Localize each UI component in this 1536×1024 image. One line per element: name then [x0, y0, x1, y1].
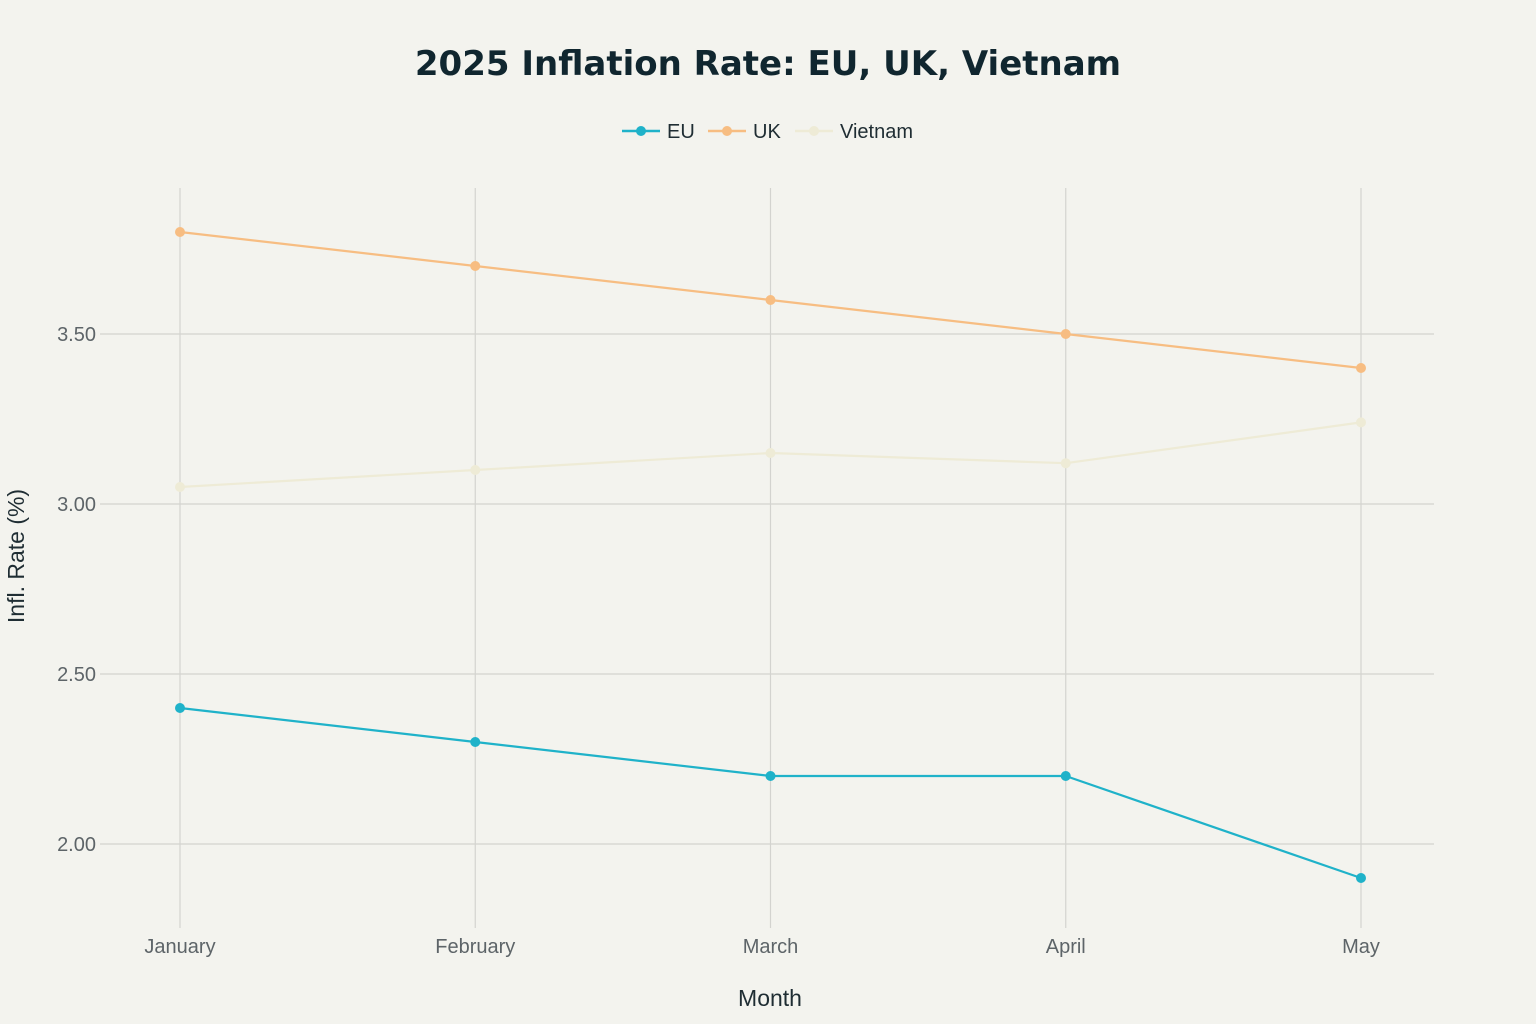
data-point-eu: [1356, 873, 1366, 883]
y-tick-label: 2.50: [57, 664, 96, 686]
y-tick-label: 2.00: [57, 834, 96, 856]
data-point-uk: [175, 227, 185, 237]
data-point-eu: [765, 771, 776, 781]
legend-marker-uk: [722, 126, 732, 136]
data-point-eu: [175, 703, 185, 713]
x-axis-ticks: January February March April May: [144, 936, 1379, 958]
y-axis-ticks: 2.00 2.50 3.00 3.50: [57, 324, 96, 856]
legend-label-eu: EU: [667, 121, 695, 143]
data-point-uk: [765, 295, 776, 305]
data-point-vietnam: [765, 448, 776, 458]
legend-label-uk: UK: [753, 121, 781, 143]
data-point-vietnam: [1060, 458, 1071, 469]
data-point-eu: [470, 737, 481, 747]
y-axis-title: Infl. Rate (%): [3, 489, 29, 623]
x-tick-label: January: [144, 936, 215, 958]
x-tick-label: April: [1046, 936, 1086, 958]
chart-grid: [100, 188, 1434, 928]
legend-marker-vietnam: [809, 126, 819, 136]
series-layer: [175, 227, 1366, 883]
legend-label-vietnam: Vietnam: [840, 121, 913, 143]
chart-legend: EU UK Vietnam: [622, 121, 913, 143]
data-point-eu: [1060, 771, 1071, 781]
x-tick-label: February: [435, 936, 515, 958]
x-tick-label: March: [743, 936, 799, 958]
data-point-uk: [470, 261, 481, 271]
y-tick-label: 3.00: [57, 494, 96, 516]
data-point-vietnam: [175, 482, 185, 492]
data-point-vietnam: [1356, 417, 1366, 428]
data-point-vietnam: [470, 465, 481, 475]
data-point-uk: [1060, 329, 1071, 339]
chart-title: 2025 Inflation Rate: EU, UK, Vietnam: [415, 44, 1121, 84]
legend-marker-eu: [636, 126, 646, 136]
x-tick-label: May: [1342, 936, 1380, 958]
data-point-uk: [1356, 363, 1366, 373]
y-tick-label: 3.50: [57, 324, 96, 346]
x-axis-title: Month: [738, 985, 802, 1011]
